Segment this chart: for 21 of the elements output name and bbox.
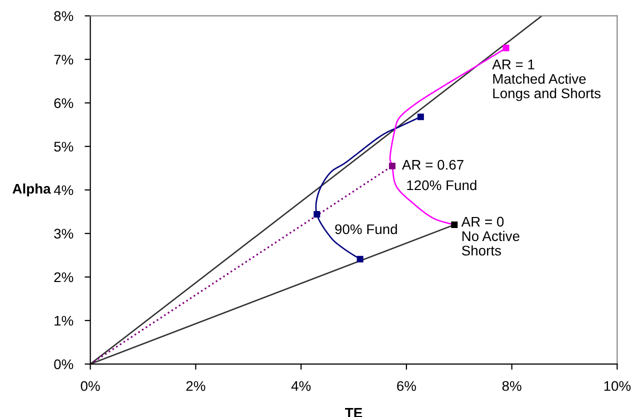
y-tick-label: 1% <box>54 316 74 326</box>
y-tick-label: 0% <box>54 359 74 370</box>
y-tick-label: 3% <box>54 228 74 239</box>
x-tick-label: 4% <box>291 381 311 391</box>
annotation: AR = 1 Matched Active Longs and Shorts <box>492 60 600 102</box>
y-tick-label: 4% <box>54 185 74 196</box>
y-tick-label: 5% <box>54 142 74 152</box>
annotation: 120% Fund <box>407 180 476 190</box>
y-tick-label: 2% <box>54 272 74 282</box>
x-tick-label: 8% <box>502 381 522 391</box>
x-tick-label: 10% <box>604 381 631 391</box>
y-axis-title: Alpha <box>12 183 51 196</box>
x-tick-label: 0% <box>80 381 100 391</box>
annotation: 90% Fund <box>335 224 397 234</box>
y-tick-label: 8% <box>54 11 74 22</box>
annotation: AR = 0.67 <box>402 160 464 170</box>
y-tick-label: 6% <box>54 98 74 108</box>
x-tick-label: 6% <box>397 381 416 391</box>
y-tick-label: 7% <box>54 54 74 64</box>
x-tick-label: 2% <box>186 381 206 391</box>
annotation: AR = 0 No Active Shorts <box>461 216 520 256</box>
